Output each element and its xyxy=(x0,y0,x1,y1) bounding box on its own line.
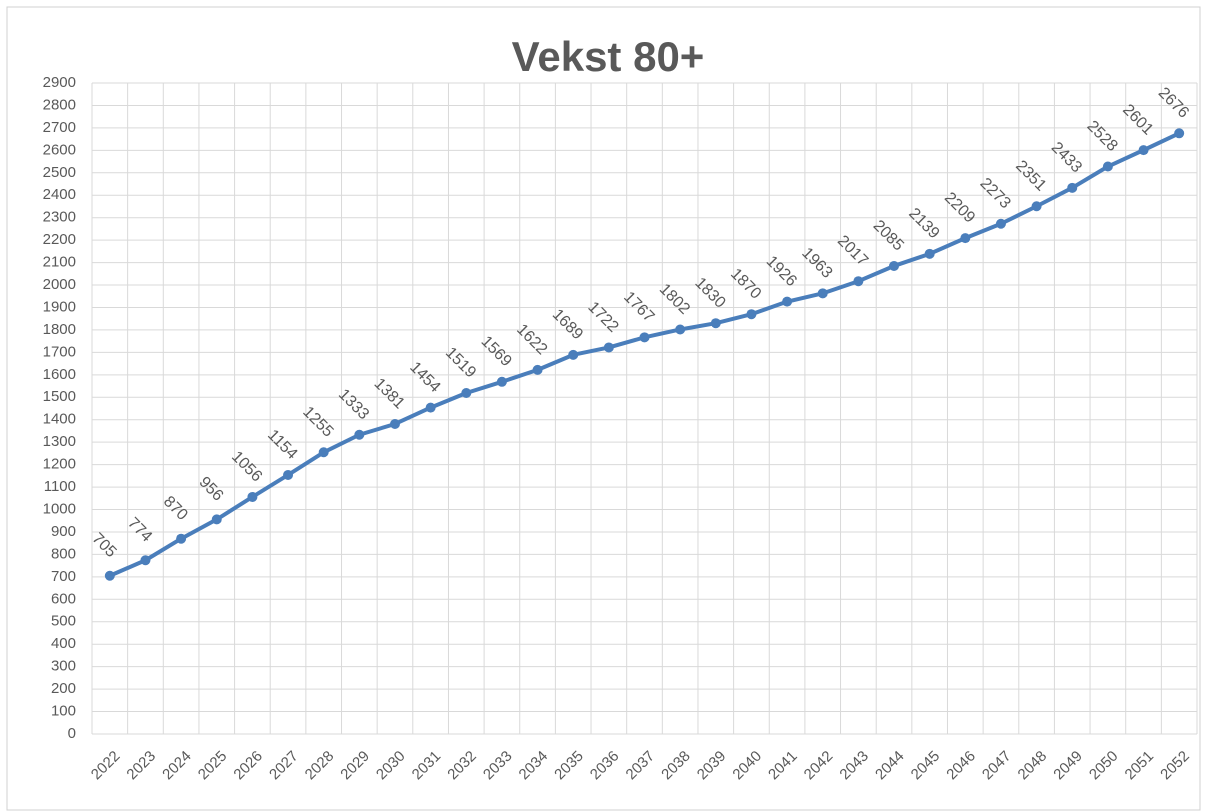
y-tick-label: 2600 xyxy=(43,141,76,158)
marker xyxy=(461,388,472,399)
chart-title: Vekst 80+ xyxy=(512,33,705,80)
y-tick-label: 0 xyxy=(68,725,76,742)
marker xyxy=(568,349,579,360)
marker xyxy=(853,276,864,287)
marker xyxy=(354,429,365,440)
y-tick-label: 2200 xyxy=(43,231,76,248)
y-tick-label: 100 xyxy=(51,703,76,720)
marker xyxy=(782,296,793,307)
y-tick-label: 700 xyxy=(51,568,76,585)
y-tick-label: 1000 xyxy=(43,500,76,517)
y-tick-label: 1600 xyxy=(43,366,76,383)
marker xyxy=(1138,145,1149,156)
y-tick-label: 2800 xyxy=(43,96,76,113)
marker xyxy=(995,218,1006,229)
chart-frame xyxy=(6,6,1201,811)
y-tick-label: 1900 xyxy=(43,298,76,315)
y-tick-label: 400 xyxy=(51,635,76,652)
marker xyxy=(104,570,115,581)
marker xyxy=(1102,161,1113,172)
y-tick-label: 300 xyxy=(51,658,76,675)
marker xyxy=(176,533,187,544)
marker xyxy=(532,364,543,375)
marker xyxy=(924,248,935,259)
y-tick-label: 1400 xyxy=(43,411,76,428)
y-tick-label: 900 xyxy=(51,523,76,540)
y-tick-label: 2700 xyxy=(43,119,76,136)
marker xyxy=(1174,128,1185,139)
y-tick-label: 2900 xyxy=(43,74,76,91)
marker xyxy=(603,342,614,353)
marker xyxy=(1067,182,1078,193)
y-tick-label: 500 xyxy=(51,613,76,630)
marker xyxy=(639,332,650,343)
marker xyxy=(889,260,900,271)
marker xyxy=(389,418,400,429)
marker xyxy=(710,318,721,329)
y-tick-label: 2500 xyxy=(43,164,76,181)
y-tick-label: 2100 xyxy=(43,254,76,271)
marker xyxy=(283,469,294,480)
y-tick-label: 1700 xyxy=(43,343,76,360)
marker xyxy=(425,402,436,413)
y-tick-label: 1100 xyxy=(44,478,76,495)
y-tick-label: 1300 xyxy=(43,433,76,450)
marker xyxy=(817,288,828,299)
marker xyxy=(496,376,507,387)
marker xyxy=(746,309,757,320)
marker xyxy=(675,324,686,335)
marker xyxy=(247,491,258,502)
y-tick-label: 600 xyxy=(51,590,76,607)
y-tick-label: 2400 xyxy=(43,186,76,203)
y-tick-label: 1800 xyxy=(43,321,76,338)
marker xyxy=(318,447,329,458)
marker xyxy=(1031,201,1042,212)
y-tick-label: 800 xyxy=(51,545,76,562)
y-tick-label: 1200 xyxy=(43,456,76,473)
y-tick-label: 2300 xyxy=(43,209,76,226)
marker xyxy=(211,514,222,525)
y-tick-label: 2000 xyxy=(43,276,76,293)
y-tick-label: 200 xyxy=(51,680,76,697)
y-tick-label: 1500 xyxy=(43,388,76,405)
marker xyxy=(140,555,151,566)
marker xyxy=(960,233,971,244)
